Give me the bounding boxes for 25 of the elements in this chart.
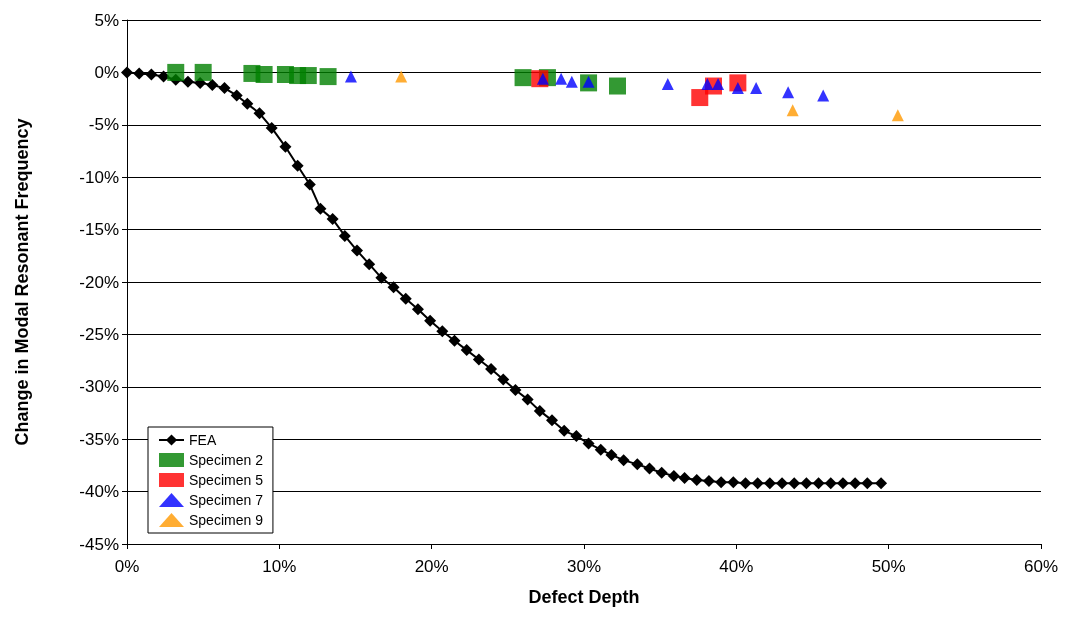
x-tick-label: 30% bbox=[566, 557, 602, 576]
y-tick-label: 5% bbox=[94, 10, 119, 30]
x-tick-label: 0% bbox=[114, 557, 140, 576]
y-tick-label: -5% bbox=[88, 115, 119, 135]
y-tick-label: -35% bbox=[79, 429, 119, 449]
y-tick-label: -15% bbox=[79, 220, 119, 240]
y-tick-label: -30% bbox=[79, 377, 119, 397]
x-axis-title: Defect Depth bbox=[528, 587, 640, 607]
y-tick-label: 0% bbox=[94, 62, 119, 82]
x-tick-label: 40% bbox=[719, 557, 754, 576]
x-tick-label: 10% bbox=[262, 557, 297, 576]
legend-label: Specimen 2 bbox=[189, 452, 264, 468]
y-tick-label: -45% bbox=[79, 534, 119, 554]
y-tick-label: -10% bbox=[79, 167, 119, 187]
legend-label: FEA bbox=[189, 432, 217, 448]
legend-label: Specimen 7 bbox=[189, 492, 264, 508]
y-tick-label: -20% bbox=[79, 272, 119, 292]
legend-label: Specimen 5 bbox=[189, 472, 264, 488]
x-tick-label: 50% bbox=[871, 557, 906, 576]
legend-label: Specimen 9 bbox=[189, 512, 264, 528]
y-tick-label: -40% bbox=[79, 482, 119, 502]
x-tick-label: 20% bbox=[414, 557, 449, 576]
x-tick-label: 60% bbox=[1023, 557, 1059, 576]
y-tick-label: -25% bbox=[79, 324, 119, 344]
y-axis-title: Change in Modal Resonant Frequency bbox=[12, 118, 32, 446]
